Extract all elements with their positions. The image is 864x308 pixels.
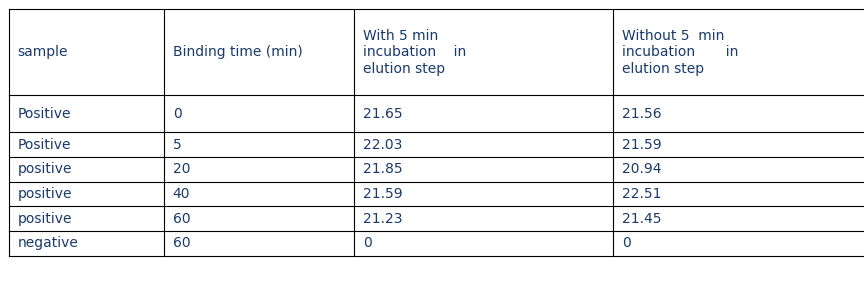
- Text: 21.23: 21.23: [363, 212, 403, 226]
- Text: 5: 5: [173, 138, 181, 152]
- Text: 0: 0: [622, 236, 631, 250]
- Text: positive: positive: [17, 212, 72, 226]
- Text: 22.03: 22.03: [363, 138, 403, 152]
- Text: 40: 40: [173, 187, 190, 201]
- Text: With 5 min
incubation    in
elution step: With 5 min incubation in elution step: [363, 29, 467, 75]
- Text: 21.65: 21.65: [363, 107, 403, 121]
- Text: Without 5  min
incubation       in
elution step: Without 5 min incubation in elution step: [622, 29, 739, 75]
- Text: Positive: Positive: [17, 138, 71, 152]
- Text: negative: negative: [17, 236, 78, 250]
- Text: 21.85: 21.85: [363, 162, 403, 176]
- Text: 21.59: 21.59: [363, 187, 403, 201]
- Text: sample: sample: [17, 45, 67, 59]
- Text: 21.59: 21.59: [622, 138, 662, 152]
- Text: 60: 60: [173, 236, 190, 250]
- Text: 21.45: 21.45: [622, 212, 662, 226]
- Text: Positive: Positive: [17, 107, 71, 121]
- Text: 21.56: 21.56: [622, 107, 662, 121]
- Text: positive: positive: [17, 187, 72, 201]
- Text: positive: positive: [17, 162, 72, 176]
- Text: 20.94: 20.94: [622, 162, 662, 176]
- Text: Binding time (min): Binding time (min): [173, 45, 302, 59]
- Text: 60: 60: [173, 212, 190, 226]
- Text: 22.51: 22.51: [622, 187, 662, 201]
- Text: 0: 0: [173, 107, 181, 121]
- Text: 20: 20: [173, 162, 190, 176]
- Text: 0: 0: [363, 236, 372, 250]
